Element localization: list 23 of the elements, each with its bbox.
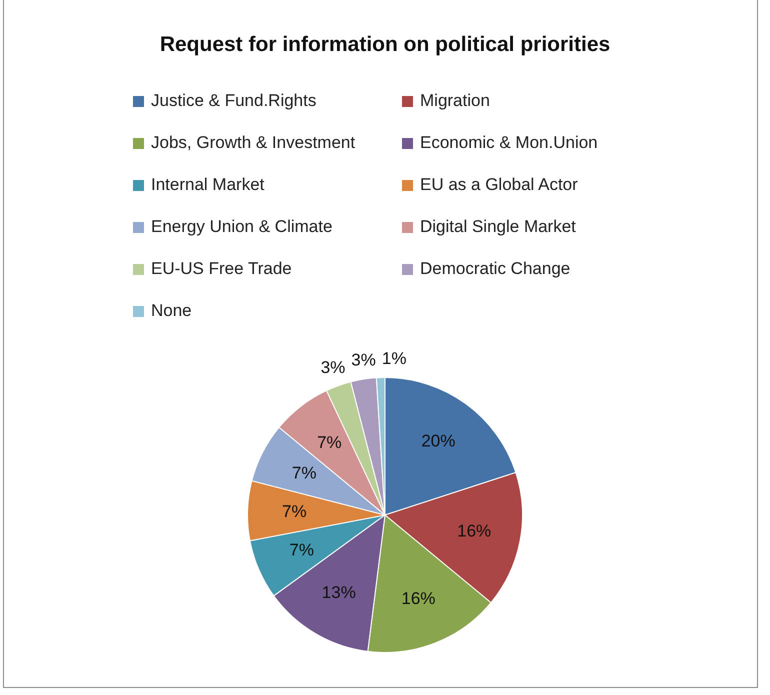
data-label: 1%: [382, 348, 406, 368]
data-label: 13%: [322, 582, 356, 602]
data-label: 16%: [457, 522, 492, 541]
legend-label: Economic & Mon.Union: [420, 133, 598, 153]
legend-label: Jobs, Growth & Investment: [151, 133, 356, 153]
legend-label: EU as a Global Actor: [420, 175, 578, 195]
chart-title: Request for information on political priorities: [158, 33, 612, 57]
legend-label: Internal Market: [151, 175, 264, 195]
data-label: 7%: [289, 540, 314, 560]
data-label: 20%: [421, 431, 456, 450]
data-label: 7%: [317, 432, 342, 452]
data-label: 7%: [282, 502, 307, 521]
legend-label: Migration: [420, 91, 490, 111]
legend-label: None: [151, 301, 192, 321]
legend-label: Digital Single Market: [420, 217, 576, 237]
data-label: 16%: [401, 589, 436, 608]
data-label: 3%: [320, 358, 346, 377]
legend-label: Democratic Change: [420, 259, 570, 279]
data-label: 3%: [351, 350, 376, 370]
legend-label: EU-US Free Trade: [151, 259, 292, 279]
data-label: 7%: [292, 463, 316, 482]
legend-label: Energy Union & Climate: [151, 217, 332, 237]
legend-label: Justice & Fund.Rights: [151, 91, 316, 111]
